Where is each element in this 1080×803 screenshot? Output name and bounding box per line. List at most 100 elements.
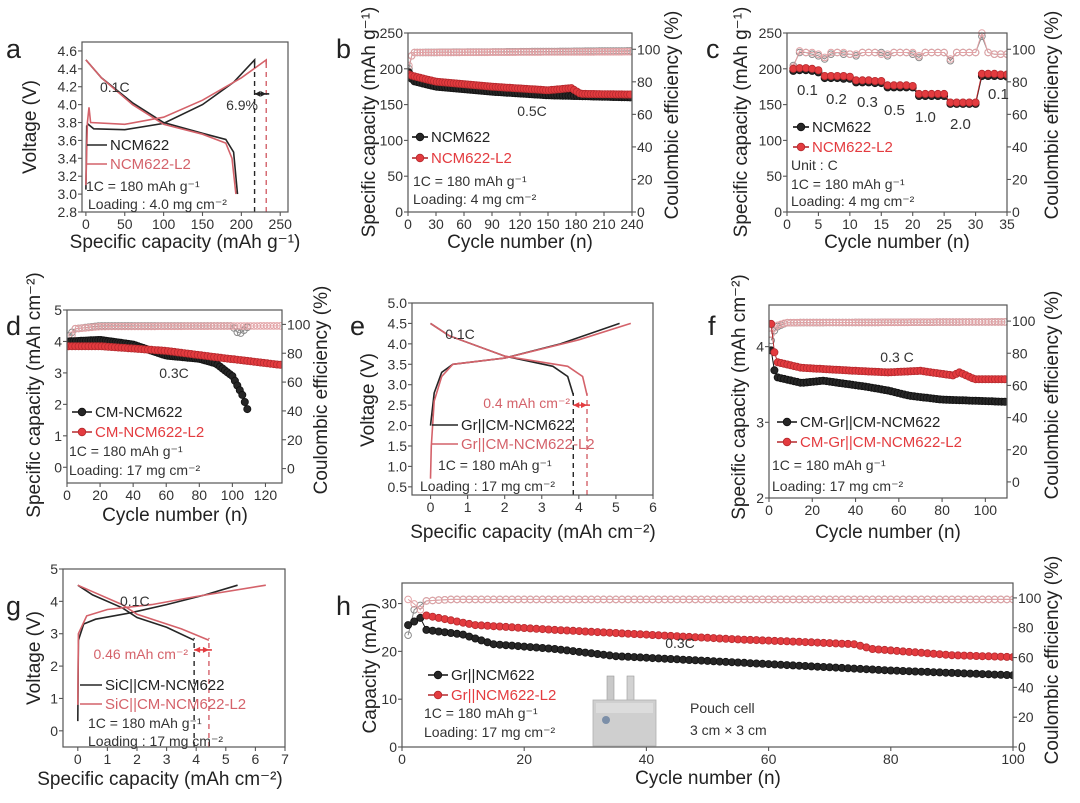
x-tick-label: 7: [281, 751, 289, 767]
x-tick-label: 4: [192, 751, 200, 767]
y2-axis-label: Coulombic efficiency (%): [1042, 556, 1063, 765]
legend-entry: Gr||CM-NCM622-L2: [432, 436, 595, 453]
data-point: [433, 48, 441, 57]
series-sic-cm-ncm622-discharge: [77, 584, 195, 641]
y-tick-label: 3: [50, 626, 58, 642]
y-tick-label: 50: [766, 168, 782, 184]
pouch-cell-photo: [592, 675, 657, 747]
series-sic-cm-ncm622-l2-charge: [77, 584, 266, 705]
data-point: [452, 48, 461, 57]
data-point: [542, 48, 550, 56]
y2-tick-label: 100: [1018, 590, 1042, 606]
x-tick-label: 30: [968, 216, 984, 232]
panel-letter: h: [336, 591, 351, 621]
data-point: [940, 48, 948, 57]
rate-label: 1.0: [915, 109, 936, 126]
annotation-c: 1C = 180 mAh g⁻¹: [772, 457, 886, 473]
data-point: [1001, 318, 1007, 326]
data-point: [703, 595, 712, 604]
annotation-pouch: Pouch cell: [690, 700, 755, 716]
legend-entry: NCM622: [412, 129, 490, 146]
x-tick-label: 20: [804, 502, 820, 518]
series-gr-cm-ncm622-l2-discharge: [430, 322, 588, 396]
data-point: [480, 48, 489, 57]
data-point: [455, 48, 464, 57]
x-tick-label: 150: [191, 216, 215, 232]
series-gr-ncm622: [404, 613, 1013, 680]
x-tick-label: 200: [230, 216, 254, 232]
y2-tick-label: 40: [637, 139, 653, 155]
data-point: [935, 595, 944, 604]
x-tick-label: 5: [222, 751, 230, 767]
data-point: [660, 595, 669, 604]
data-point: [410, 617, 419, 626]
panel-c: c0 5 10 15 20 25 30 350501001502002500204060801…: [706, 7, 1063, 253]
data-point: [483, 48, 492, 57]
y-tick-label: 4: [50, 593, 58, 609]
annotation-rate: 0.3 C: [880, 349, 913, 365]
x-tick-label: 2: [501, 499, 509, 515]
annotation-c: 1C = 180 mAh g⁻¹: [69, 443, 183, 459]
x-tick-label: 0: [765, 502, 773, 518]
data-point: [642, 595, 651, 604]
rate-label: 0.3: [857, 94, 878, 111]
data-point: [715, 595, 724, 604]
data-point: [573, 48, 581, 56]
legend-label: SiC||CM-NCM622: [105, 677, 224, 694]
data-point: [617, 48, 626, 56]
x-tick-label: 100: [152, 216, 176, 232]
legend-label: CM-NCM622: [95, 404, 183, 421]
curve: [429, 322, 632, 479]
x-tick-label: 120: [254, 487, 278, 503]
data-point: [545, 48, 553, 56]
y-tick-label: 4.6: [58, 43, 78, 59]
y2-tick-label: 20: [1012, 442, 1028, 458]
y-tick-label: 5: [54, 302, 62, 318]
annotation-load: Loading: 17 mg cm⁻²: [772, 478, 903, 494]
y-tick-label: 2.8: [58, 204, 78, 220]
annotation-diff: 0.4 mAh cm⁻²: [483, 395, 570, 411]
y-tick-label: 2: [756, 490, 764, 506]
legend-entry: SiC||CM-NCM622-L2: [80, 696, 246, 713]
data-point: [971, 48, 980, 57]
data-point: [626, 47, 632, 56]
curve: [77, 584, 210, 641]
data-point: [630, 595, 639, 604]
legend-entry: Gr||NCM622-L2: [428, 687, 556, 704]
y-tick-label: 5: [50, 561, 58, 577]
x-tick-label: 0: [783, 216, 791, 232]
data-point: [915, 52, 923, 60]
x-tick-label: 120: [508, 216, 532, 232]
panel-letter: f: [708, 311, 716, 341]
y-tick-label: 3.5: [388, 356, 408, 372]
annotation-size: 3 cm × 3 cm: [690, 722, 767, 738]
data-point: [410, 606, 419, 614]
data-point: [441, 48, 450, 57]
data-point: [505, 48, 514, 57]
x-axis-label: Cycle number (n): [447, 232, 593, 253]
data-point: [559, 48, 567, 56]
y-tick-label: 50: [387, 168, 403, 184]
data-point: [238, 390, 247, 399]
data-point: [593, 595, 602, 604]
y2-tick-label: 40: [1012, 139, 1028, 155]
y2-tick-label: 100: [1012, 41, 1036, 57]
data-point: [609, 48, 618, 56]
y2-tick-label: 40: [1018, 679, 1034, 695]
x-tick-label: 35: [999, 216, 1015, 232]
y-tick-label: 20: [381, 643, 397, 659]
series-sic-cm-ncm622-l2-discharge: [77, 584, 210, 641]
legend-label: Gr||CM-NCM622-L2: [461, 436, 595, 453]
y2-axis-label: Coulombic efficiency (%): [1042, 291, 1063, 500]
rate-label: 0.1: [988, 86, 1009, 103]
series-ncm622-l2-discharge: [85, 59, 237, 195]
data-point: [444, 48, 452, 57]
panel-a: a 0 50 100 150 200 250 2.8 3.0 3.2 3.4 3.63.8 4.0 4.2…: [6, 34, 300, 253]
data-point: [648, 595, 657, 604]
y-tick-label: 0: [395, 204, 403, 220]
y-tick-label: 100: [759, 132, 783, 148]
data-point: [466, 48, 475, 57]
y-tick-label: 1: [54, 428, 62, 444]
data-point: [276, 322, 282, 330]
y-tick-label: 4: [54, 333, 62, 349]
